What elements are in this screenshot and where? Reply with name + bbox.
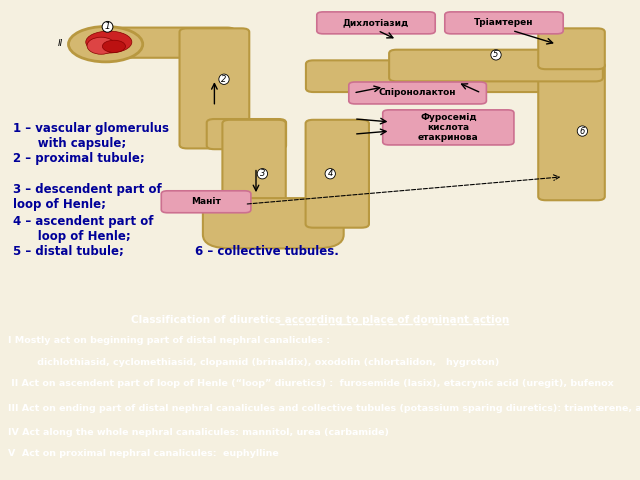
Text: II Act on ascendent part of loop of Henle (“loop” diuretics) :  furosemide (lasi: II Act on ascendent part of loop of Henl… (8, 379, 613, 388)
Text: Тріамтерен: Тріамтерен (474, 18, 534, 27)
Text: II: II (58, 39, 63, 48)
Text: 6: 6 (580, 127, 585, 135)
FancyBboxPatch shape (538, 28, 605, 69)
Text: 4 – ascendent part of
      loop of Henle;: 4 – ascendent part of loop of Henle; (13, 215, 154, 243)
Text: I Mostly act on beginning part of distal nephral canalicules :: I Mostly act on beginning part of distal… (8, 336, 330, 345)
Text: IV Act along the whole nephral canalicules: mannitol, urea (carbamide): IV Act along the whole nephral canalicul… (8, 428, 388, 437)
FancyBboxPatch shape (306, 60, 596, 92)
Circle shape (68, 26, 143, 62)
Text: 3: 3 (260, 169, 265, 178)
FancyBboxPatch shape (317, 12, 435, 34)
Text: 1: 1 (105, 23, 110, 31)
FancyBboxPatch shape (445, 12, 563, 34)
FancyBboxPatch shape (349, 82, 486, 104)
FancyBboxPatch shape (95, 27, 235, 58)
Text: dichlothiasid, cyclomethiasid, clopamid (brinaldix), oxodolin (chlortalidon,   h: dichlothiasid, cyclomethiasid, clopamid … (8, 358, 499, 367)
FancyBboxPatch shape (306, 120, 369, 228)
Text: Дихлотіазид: Дихлотіазид (343, 18, 409, 27)
FancyBboxPatch shape (389, 50, 603, 82)
Ellipse shape (102, 40, 125, 52)
Text: III Act on ending part of distal nephral canalicules and collective tubules (pot: III Act on ending part of distal nephral… (8, 404, 640, 413)
FancyBboxPatch shape (538, 62, 605, 200)
Text: 2 – proximal tubule;: 2 – proximal tubule; (13, 153, 145, 166)
Text: Спіронолактон: Спіронолактон (379, 88, 456, 97)
FancyBboxPatch shape (203, 198, 344, 249)
FancyBboxPatch shape (179, 28, 250, 148)
Text: 5: 5 (493, 50, 499, 60)
Text: 4: 4 (328, 169, 333, 178)
Text: 2: 2 (221, 75, 227, 84)
Text: Маніт: Маніт (191, 197, 221, 206)
FancyBboxPatch shape (207, 119, 286, 149)
FancyBboxPatch shape (223, 120, 285, 228)
Text: 6 – collective tubules.: 6 – collective tubules. (195, 245, 339, 258)
Ellipse shape (86, 31, 132, 53)
Text: 3 – descendent part of
loop of Henle;: 3 – descendent part of loop of Henle; (13, 183, 161, 211)
FancyBboxPatch shape (161, 191, 251, 213)
Text: Фуросемід
кислота
етакринова: Фуросемід кислота етакринова (418, 112, 479, 142)
FancyBboxPatch shape (383, 110, 514, 145)
Text: 5 – distal tubule;: 5 – distal tubule; (13, 245, 124, 258)
Text: Classification of diuretics ̲a̲c̲c̲o̲r̲d̲i̲n̲g̲ ̲t̲o̲ ̲p̲l̲a̲c̲e̲ ̲o̲f̲ ̲d̲o̲m̲i: Classification of diuretics ̲a̲c̲c̲o̲r̲d… (131, 314, 509, 324)
Ellipse shape (87, 37, 115, 54)
Text: 1 – vascular glomerulus
      with capsule;: 1 – vascular glomerulus with capsule; (13, 122, 169, 150)
Text: V  Act on proximal nephral canalicules:  euphylline: V Act on proximal nephral canalicules: e… (8, 449, 278, 458)
